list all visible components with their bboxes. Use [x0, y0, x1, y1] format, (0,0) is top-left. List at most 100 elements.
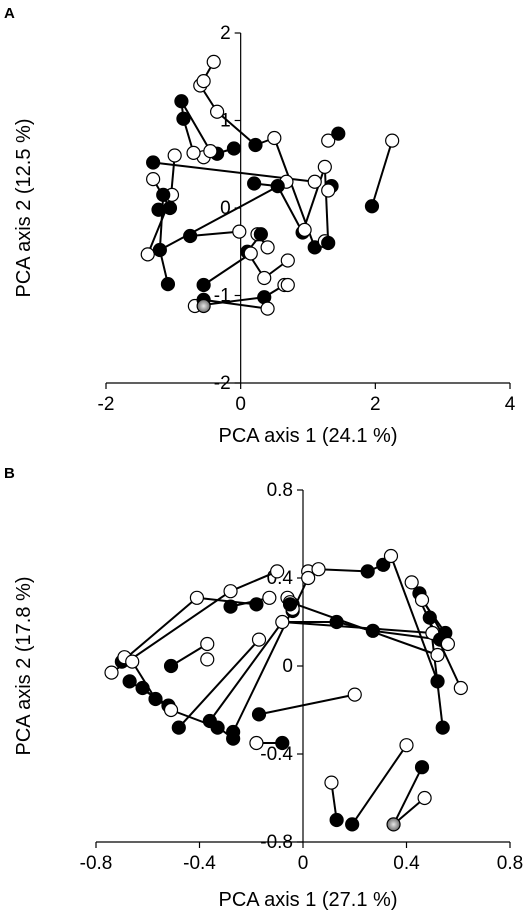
pair-connector: [282, 621, 433, 634]
pair-connector: [203, 252, 252, 286]
pair-connector: [392, 766, 423, 825]
pair-connector: [209, 621, 284, 722]
pair-connector: [276, 185, 304, 233]
data-point: [223, 584, 238, 599]
pair-connector: [323, 166, 330, 244]
data-point: [203, 144, 218, 159]
data-point: [249, 735, 264, 751]
pair-connector: [216, 110, 257, 146]
panel-label: B: [4, 465, 15, 482]
x-tick-label: 0.8: [497, 853, 523, 874]
data-point: [163, 658, 179, 674]
data-point: [160, 277, 176, 292]
data-point: [331, 126, 346, 141]
data-point: [210, 720, 225, 735]
data-point: [321, 183, 336, 198]
data-point: [260, 301, 275, 316]
data-point: [176, 111, 191, 126]
pair-connector: [351, 744, 408, 825]
data-point: [414, 760, 430, 775]
pair-connector: [390, 555, 439, 682]
pair-connector: [301, 166, 326, 233]
data-point: [275, 614, 290, 630]
data-point: [422, 610, 437, 625]
pair-connector: [190, 230, 240, 237]
data-point: [122, 674, 137, 689]
data-point: [125, 654, 140, 669]
x-tick-label: 4: [505, 394, 516, 415]
data-point: [347, 687, 362, 702]
panel-a: A PCA axis 1 (24.1 %) PCA axis 2 (12.5 %…: [4, 5, 516, 447]
data-point: [270, 564, 285, 579]
data-point: [232, 224, 247, 239]
data-point: [414, 592, 430, 608]
data-point: [417, 790, 432, 806]
pair-connector: [180, 100, 212, 152]
y-tick-label: 0: [220, 198, 231, 219]
y-tick-label: 2: [220, 23, 231, 44]
data-point: [383, 548, 399, 564]
data-point: [253, 227, 268, 242]
data-point: [104, 665, 119, 680]
data-point: [210, 104, 225, 119]
y-tick-label: 1: [220, 111, 231, 132]
x-tick-label: -2: [98, 394, 115, 415]
data-point: [275, 735, 290, 751]
pair-connector: [178, 638, 260, 729]
data-point: [317, 159, 332, 174]
pair-connector: [230, 570, 278, 593]
data-point: [196, 74, 211, 89]
data-point: [189, 590, 205, 605]
x-tick-label: -0.4: [183, 853, 216, 874]
x-tick-label: -0.8: [80, 853, 113, 874]
data-point: [206, 54, 221, 69]
data-point: [262, 590, 277, 605]
data-point: [247, 176, 262, 191]
data-point: [267, 130, 282, 146]
data-point: [135, 680, 150, 696]
data-point: [146, 155, 161, 170]
pair-connector: [258, 693, 355, 716]
data-point: [307, 174, 322, 189]
pair-connector: [121, 597, 198, 663]
data-point: [162, 200, 178, 216]
y-tick-label: -2: [214, 373, 231, 394]
data-point: [386, 817, 401, 832]
data-point: [196, 298, 211, 314]
y-axis-label: PCA axis 2 (12.5 %): [13, 119, 35, 298]
data-point: [174, 94, 189, 109]
data-point: [430, 674, 445, 689]
pair-connector: [159, 180, 287, 251]
data-point: [248, 137, 263, 153]
x-tick-label: 0: [298, 853, 309, 874]
x-tick-label: 2: [370, 394, 381, 415]
data-point: [321, 235, 336, 251]
panel-b: B PCA axis 1 (27.1 %) PCA axis 2 (17.8 %…: [4, 465, 523, 911]
data-point: [329, 614, 344, 630]
x-tick-label: 0: [235, 394, 246, 415]
data-point: [196, 277, 211, 293]
data-point: [249, 597, 264, 612]
data-point: [321, 133, 336, 148]
data-point: [329, 812, 344, 828]
data-point: [152, 242, 167, 258]
data-point: [280, 253, 295, 268]
data-point: [324, 775, 339, 790]
data-point: [163, 702, 179, 718]
data-point: [156, 187, 171, 202]
data-point: [404, 575, 419, 590]
data-point: [260, 240, 275, 255]
data-point: [360, 564, 375, 579]
data-point: [365, 623, 380, 638]
data-point: [440, 636, 455, 652]
y-tick-label: 0.8: [267, 480, 293, 501]
pair-connector: [131, 661, 157, 700]
data-point: [223, 599, 238, 614]
data-point: [453, 680, 468, 696]
data-point: [282, 597, 298, 612]
y-tick-label: -0.8: [260, 832, 293, 853]
data-point: [226, 731, 241, 746]
pair-connector: [203, 298, 268, 310]
data-point: [257, 270, 272, 286]
data-point: [183, 228, 198, 244]
